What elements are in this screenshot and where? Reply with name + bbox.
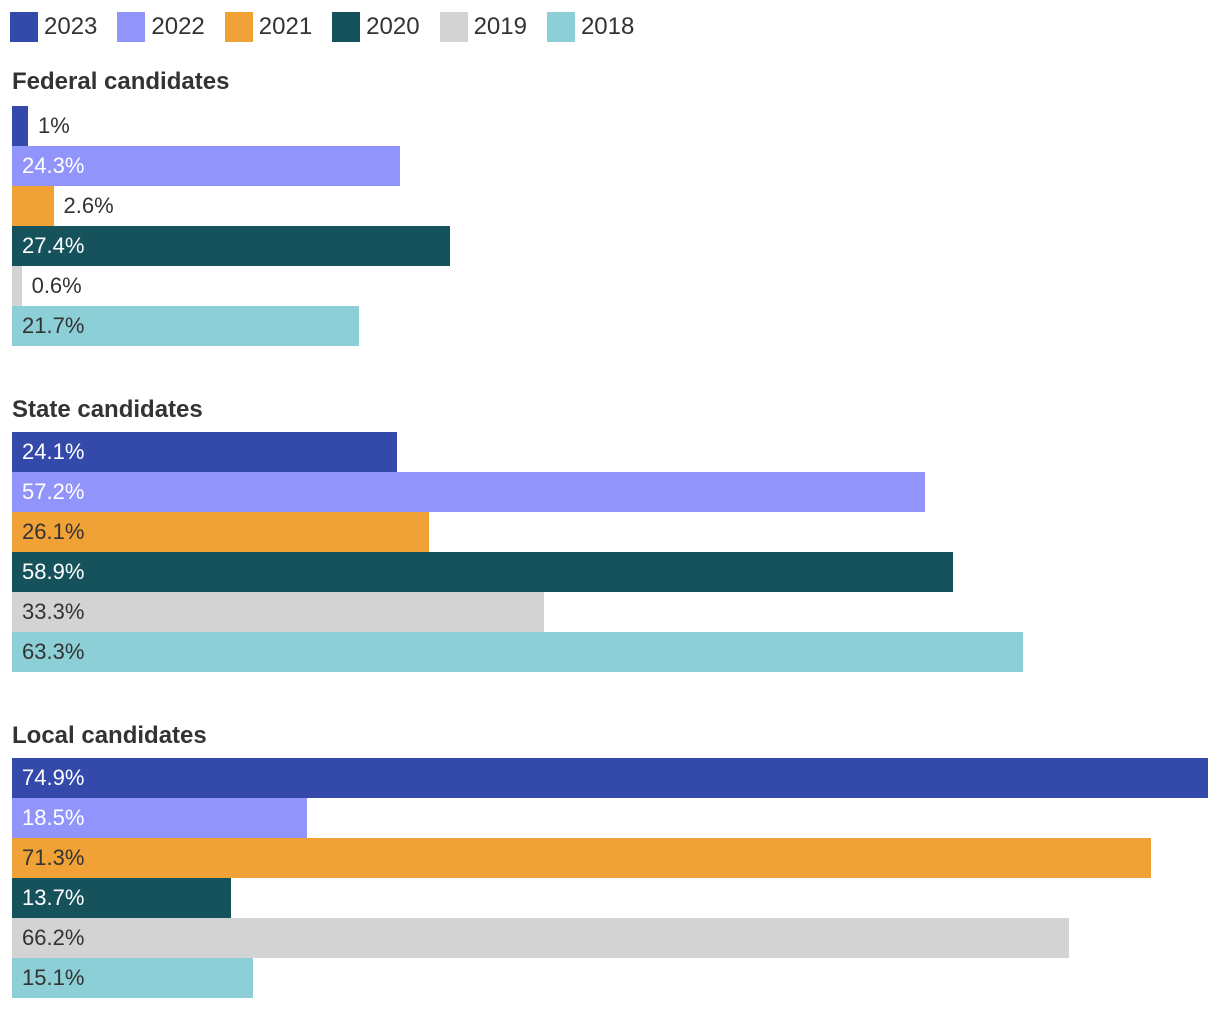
group-title: Federal candidates: [12, 68, 230, 95]
data-label: 71.3%: [22, 845, 85, 870]
bar-2023: [12, 432, 397, 472]
legend-label: 2018: [580, 13, 635, 40]
data-label: 24.3%: [22, 153, 85, 178]
bar-2019: [12, 918, 1070, 958]
legend-label: 2023: [44, 13, 98, 40]
bar-2020: [12, 878, 231, 918]
bar-2020: [12, 226, 450, 266]
legend-swatch-2023: [10, 12, 38, 42]
legend-label: 2022: [151, 13, 205, 40]
data-label: 15.1%: [22, 965, 85, 990]
bar-2022: [12, 472, 926, 512]
legend-item-2018: 2018: [546, 12, 635, 42]
data-label: 63.3%: [22, 639, 85, 664]
bar-2023: [12, 106, 28, 146]
data-label: 1%: [37, 113, 70, 138]
legend: 2023 2022 2021 2020 2019 2018: [10, 10, 654, 44]
bar-2021: [12, 838, 1151, 878]
bar-2018: [12, 958, 254, 998]
legend-swatch-2019: [439, 12, 468, 42]
data-label: 24.1%: [22, 439, 85, 464]
legend-swatch-2022: [117, 12, 146, 42]
bar-2018: [12, 306, 359, 346]
bar-2019: [12, 592, 544, 632]
legend-item-2019: 2019: [439, 12, 527, 42]
data-label: 27.4%: [22, 233, 85, 258]
legend-swatch-2018: [546, 12, 575, 42]
data-label: 13.7%: [22, 885, 85, 910]
legend-item-2021: 2021: [224, 12, 313, 42]
data-label: 74.9%: [22, 765, 85, 790]
data-label: 18.5%: [22, 805, 85, 830]
group-title: State candidates: [12, 396, 203, 423]
data-label: 66.2%: [22, 925, 85, 950]
bar-2018: [12, 632, 1023, 672]
legend-item-2022: 2022: [117, 12, 205, 42]
legend-swatch-2020: [332, 12, 361, 42]
data-label: 33.3%: [22, 599, 85, 624]
legend-swatch-2021: [224, 12, 253, 42]
bar-2022: [12, 798, 308, 838]
group-title: Local candidates: [12, 722, 207, 749]
bar-2021: [12, 512, 429, 552]
legend-label: 2021: [258, 13, 313, 40]
data-label: 0.6%: [31, 273, 82, 298]
data-label: 2.6%: [63, 193, 114, 218]
data-label: 26.1%: [22, 519, 85, 544]
legend-item-2023: 2023: [10, 12, 97, 42]
data-label: 21.7%: [22, 313, 85, 338]
bar-2020: [12, 552, 953, 592]
legend-label: 2020: [366, 13, 420, 40]
data-label: 57.2%: [22, 479, 85, 504]
data-label: 58.9%: [22, 559, 85, 584]
legend-item-2020: 2020: [332, 12, 420, 42]
legend-label: 2019: [473, 13, 527, 40]
bar-2021: [12, 186, 54, 226]
bar-2023: [12, 758, 1208, 798]
bar-2022: [12, 146, 401, 186]
bar-2019: [12, 266, 22, 306]
